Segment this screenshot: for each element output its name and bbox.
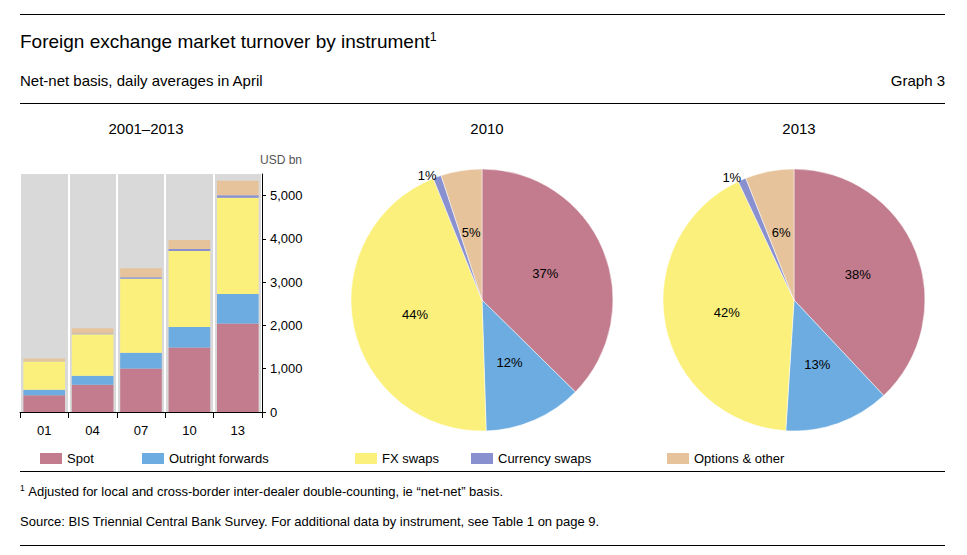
html-text:Source: BIS Triennial Central: Source: BIS Triennial Central Bank Surve… <box>20 514 600 529</box>
html-text:Graph 3: Graph 3 <box>890 72 945 89</box>
svg-text:3,000: 3,000 <box>270 275 303 290</box>
svg-text:FX swaps: FX swaps <box>382 451 440 466</box>
svg-text:5%: 5% <box>462 225 481 240</box>
svg-text:5,000: 5,000 <box>270 188 303 203</box>
svg-text:10: 10 <box>182 423 196 438</box>
svg-text:Outright forwards: Outright forwards <box>169 451 269 466</box>
html-text:Net-net basis, daily averages: Net-net basis, daily averages in April <box>20 72 263 89</box>
svg-text:2010: 2010 <box>470 120 503 137</box>
html-text:Foreign exchange market turnov: Foreign exchange market turnover by inst… <box>20 30 437 53</box>
svg-text:1%: 1% <box>722 170 741 185</box>
svg-text:37%: 37% <box>532 266 558 281</box>
svg-text:12%: 12% <box>496 355 522 370</box>
svg-text:01: 01 <box>37 423 51 438</box>
svg-text:04: 04 <box>85 423 99 438</box>
svg-text:44%: 44% <box>402 307 428 322</box>
svg-text:2,000: 2,000 <box>270 318 303 333</box>
svg-text:42%: 42% <box>714 305 740 320</box>
html-text:1 Adjusted for local and cross: 1 Adjusted for local and cross-border in… <box>20 483 504 500</box>
svg-text:13: 13 <box>231 423 245 438</box>
svg-text:USD bn: USD bn <box>260 153 302 167</box>
svg-text:6%: 6% <box>772 225 791 240</box>
svg-text:2001–2013: 2001–2013 <box>108 120 183 137</box>
svg-text:13%: 13% <box>804 357 830 372</box>
svg-text:1,000: 1,000 <box>270 361 303 376</box>
svg-text:38%: 38% <box>845 267 871 282</box>
svg-text:0: 0 <box>270 405 277 420</box>
svg-text:07: 07 <box>134 423 148 438</box>
svg-text:Options & other: Options & other <box>694 451 785 466</box>
svg-text:Spot: Spot <box>67 451 94 466</box>
svg-text:2013: 2013 <box>782 120 815 137</box>
svg-text:4,000: 4,000 <box>270 231 303 246</box>
svg-text:Currency swaps: Currency swaps <box>498 451 592 466</box>
svg-text:1%: 1% <box>418 168 437 183</box>
